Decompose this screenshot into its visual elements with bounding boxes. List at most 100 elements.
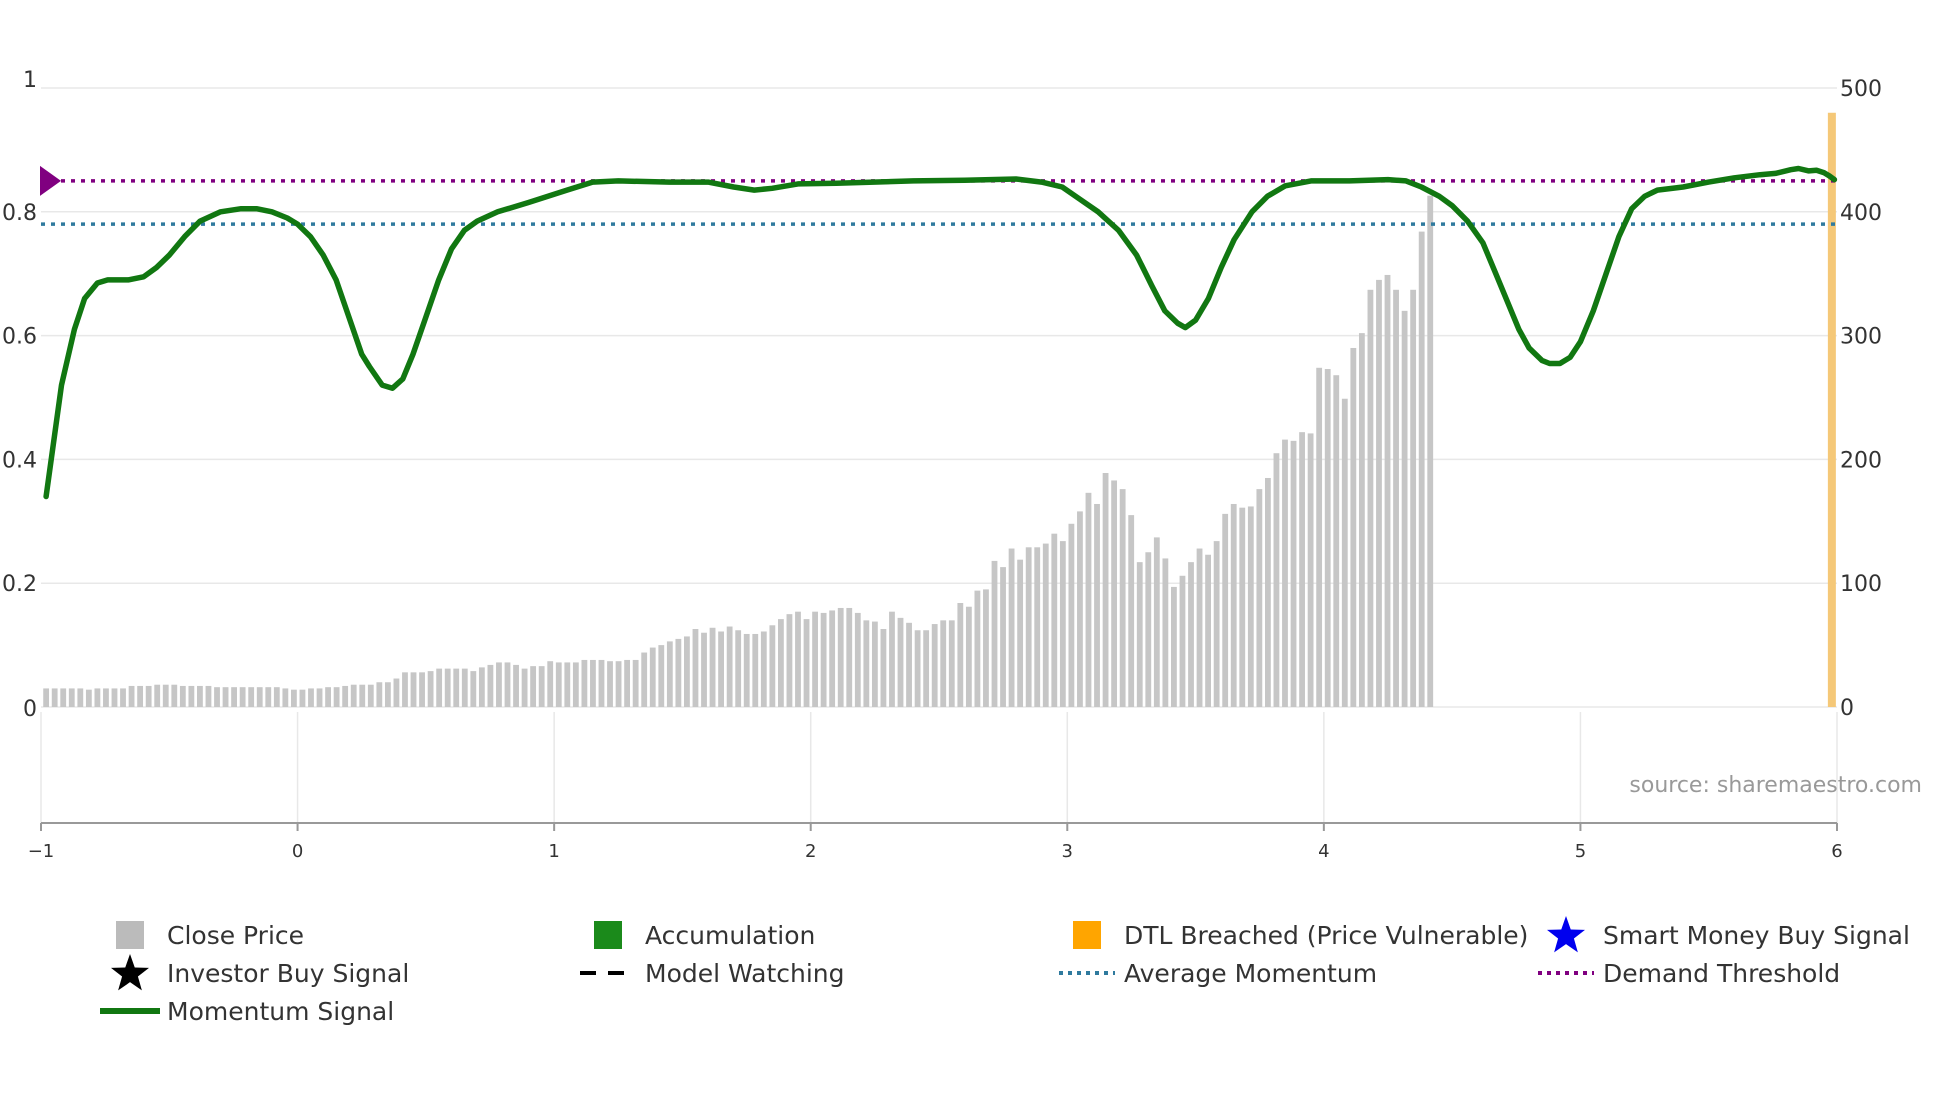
close-price-bar bbox=[487, 664, 494, 707]
close-price-bar bbox=[1171, 586, 1177, 707]
close-price-bar bbox=[598, 659, 605, 707]
close-price-bar bbox=[530, 666, 537, 707]
close-price-bar bbox=[666, 641, 673, 707]
close-price-bar bbox=[786, 614, 793, 707]
close-price-bar bbox=[94, 688, 101, 707]
close-price-bar bbox=[837, 607, 844, 707]
close-price-bar bbox=[1111, 480, 1118, 707]
close-price-bar bbox=[880, 629, 887, 707]
demand-threshold-marker bbox=[40, 165, 61, 196]
close-price-bar bbox=[624, 659, 631, 707]
legend-item: Accumulation bbox=[573, 918, 815, 952]
close-price-bar bbox=[265, 687, 272, 707]
legend-label: Model Watching bbox=[645, 958, 845, 988]
legend-symbol bbox=[1531, 956, 1601, 990]
legend: Close Price Accumulation DTL Breached (Pri… bbox=[95, 916, 1955, 1068]
close-price-bar bbox=[572, 662, 579, 707]
close-price-bar bbox=[214, 687, 220, 707]
close-price-bar bbox=[1239, 507, 1246, 707]
legend-symbol bbox=[95, 994, 165, 1028]
close-price-bar bbox=[325, 687, 331, 707]
y-left-tick-label: 0.4 bbox=[2, 448, 37, 473]
close-price-bar bbox=[547, 661, 554, 707]
close-price-bar bbox=[205, 685, 212, 707]
close-price-bar bbox=[931, 624, 938, 707]
legend-item: Demand Threshold bbox=[1531, 956, 1840, 990]
close-price-bar bbox=[188, 685, 195, 707]
x-tick-label: 0 bbox=[292, 841, 303, 862]
legend-symbol bbox=[1052, 956, 1122, 990]
close-price-bar bbox=[197, 685, 203, 707]
close-price-bar bbox=[402, 672, 408, 707]
close-price-bar bbox=[120, 688, 126, 707]
close-price-bar bbox=[77, 688, 84, 707]
close-price-bar bbox=[1316, 367, 1323, 707]
close-price-bar bbox=[641, 652, 648, 707]
close-price-bar bbox=[1222, 513, 1229, 707]
close-price-bar bbox=[1230, 503, 1237, 707]
close-price-bar bbox=[171, 684, 178, 707]
close-price-bar bbox=[863, 620, 870, 707]
close-price-bar bbox=[803, 619, 810, 707]
close-price-bar bbox=[504, 662, 511, 707]
axes: −1 0 1 2 3 4 5 6 bbox=[28, 822, 1843, 862]
x-tick-label: −1 bbox=[28, 841, 55, 862]
close-price-bar bbox=[820, 612, 827, 707]
close-price-bar bbox=[521, 668, 528, 707]
legend-item: Smart Money Buy Signal bbox=[1531, 916, 1910, 953]
close-price-bar bbox=[632, 659, 639, 707]
legend-item: Model Watching bbox=[573, 956, 845, 990]
legend-label: DTL Breached (Price Vulnerable) bbox=[1124, 920, 1529, 950]
y-right-tick-label: 200 bbox=[1840, 448, 1882, 473]
close-price-bar bbox=[290, 689, 297, 707]
close-price-bar bbox=[453, 668, 460, 707]
close-price-bar bbox=[1273, 453, 1280, 707]
legend-item: DTL Breached (Price Vulnerable) bbox=[1052, 918, 1528, 952]
close-price-bar bbox=[273, 687, 280, 707]
close-price-bar bbox=[675, 638, 682, 707]
close-price-bar bbox=[145, 685, 152, 707]
close-price-bar bbox=[85, 689, 92, 707]
close-price-bar bbox=[436, 668, 443, 707]
close-price-bar bbox=[1085, 492, 1092, 707]
close-price-bar bbox=[914, 630, 921, 707]
close-price-bar bbox=[1077, 511, 1083, 707]
close-price-bar bbox=[1136, 562, 1143, 707]
close-price-bar bbox=[701, 632, 707, 707]
legend-item: Close Price bbox=[95, 918, 304, 952]
close-price-bar bbox=[555, 662, 562, 707]
close-price-bar bbox=[1247, 506, 1254, 707]
close-price-bar bbox=[983, 589, 989, 707]
close-price-bar bbox=[1051, 533, 1058, 707]
y-right-tick-label: 500 bbox=[1840, 77, 1882, 102]
close-price-bar bbox=[43, 688, 50, 707]
legend-label: Investor Buy Signal bbox=[167, 958, 410, 988]
close-price-bar bbox=[367, 684, 374, 707]
close-price-bar bbox=[137, 685, 144, 707]
close-price-bar bbox=[1068, 523, 1075, 707]
close-price-bar bbox=[1358, 333, 1365, 707]
close-price-bar bbox=[111, 688, 118, 707]
x-tick-label: 6 bbox=[1831, 841, 1842, 862]
close-price-bar bbox=[906, 622, 912, 707]
reference-lines bbox=[40, 165, 1837, 226]
y-right-tick-label: 0 bbox=[1840, 696, 1854, 721]
legend-symbol bbox=[1531, 916, 1601, 953]
source-label: source: sharemaestro.com bbox=[1629, 773, 1922, 798]
close-price-bar bbox=[889, 611, 895, 707]
y-right-tick-label: 400 bbox=[1840, 201, 1882, 226]
close-price-bar bbox=[384, 682, 391, 707]
y-left-tick-label: 0 bbox=[23, 697, 37, 722]
close-price-bar bbox=[179, 685, 186, 707]
close-price-bar bbox=[1008, 548, 1015, 707]
close-price-bar bbox=[692, 629, 699, 707]
close-price-bar bbox=[1350, 347, 1357, 707]
dtl-breached-marker bbox=[1827, 112, 1836, 707]
close-price-bar bbox=[60, 688, 67, 707]
close-price-bar bbox=[470, 671, 477, 707]
legend-label: Momentum Signal bbox=[167, 996, 395, 1026]
close-price-bar bbox=[1017, 559, 1024, 707]
legend-symbol bbox=[573, 918, 643, 952]
close-price-bar bbox=[846, 607, 853, 707]
close-price-bar bbox=[128, 685, 135, 707]
